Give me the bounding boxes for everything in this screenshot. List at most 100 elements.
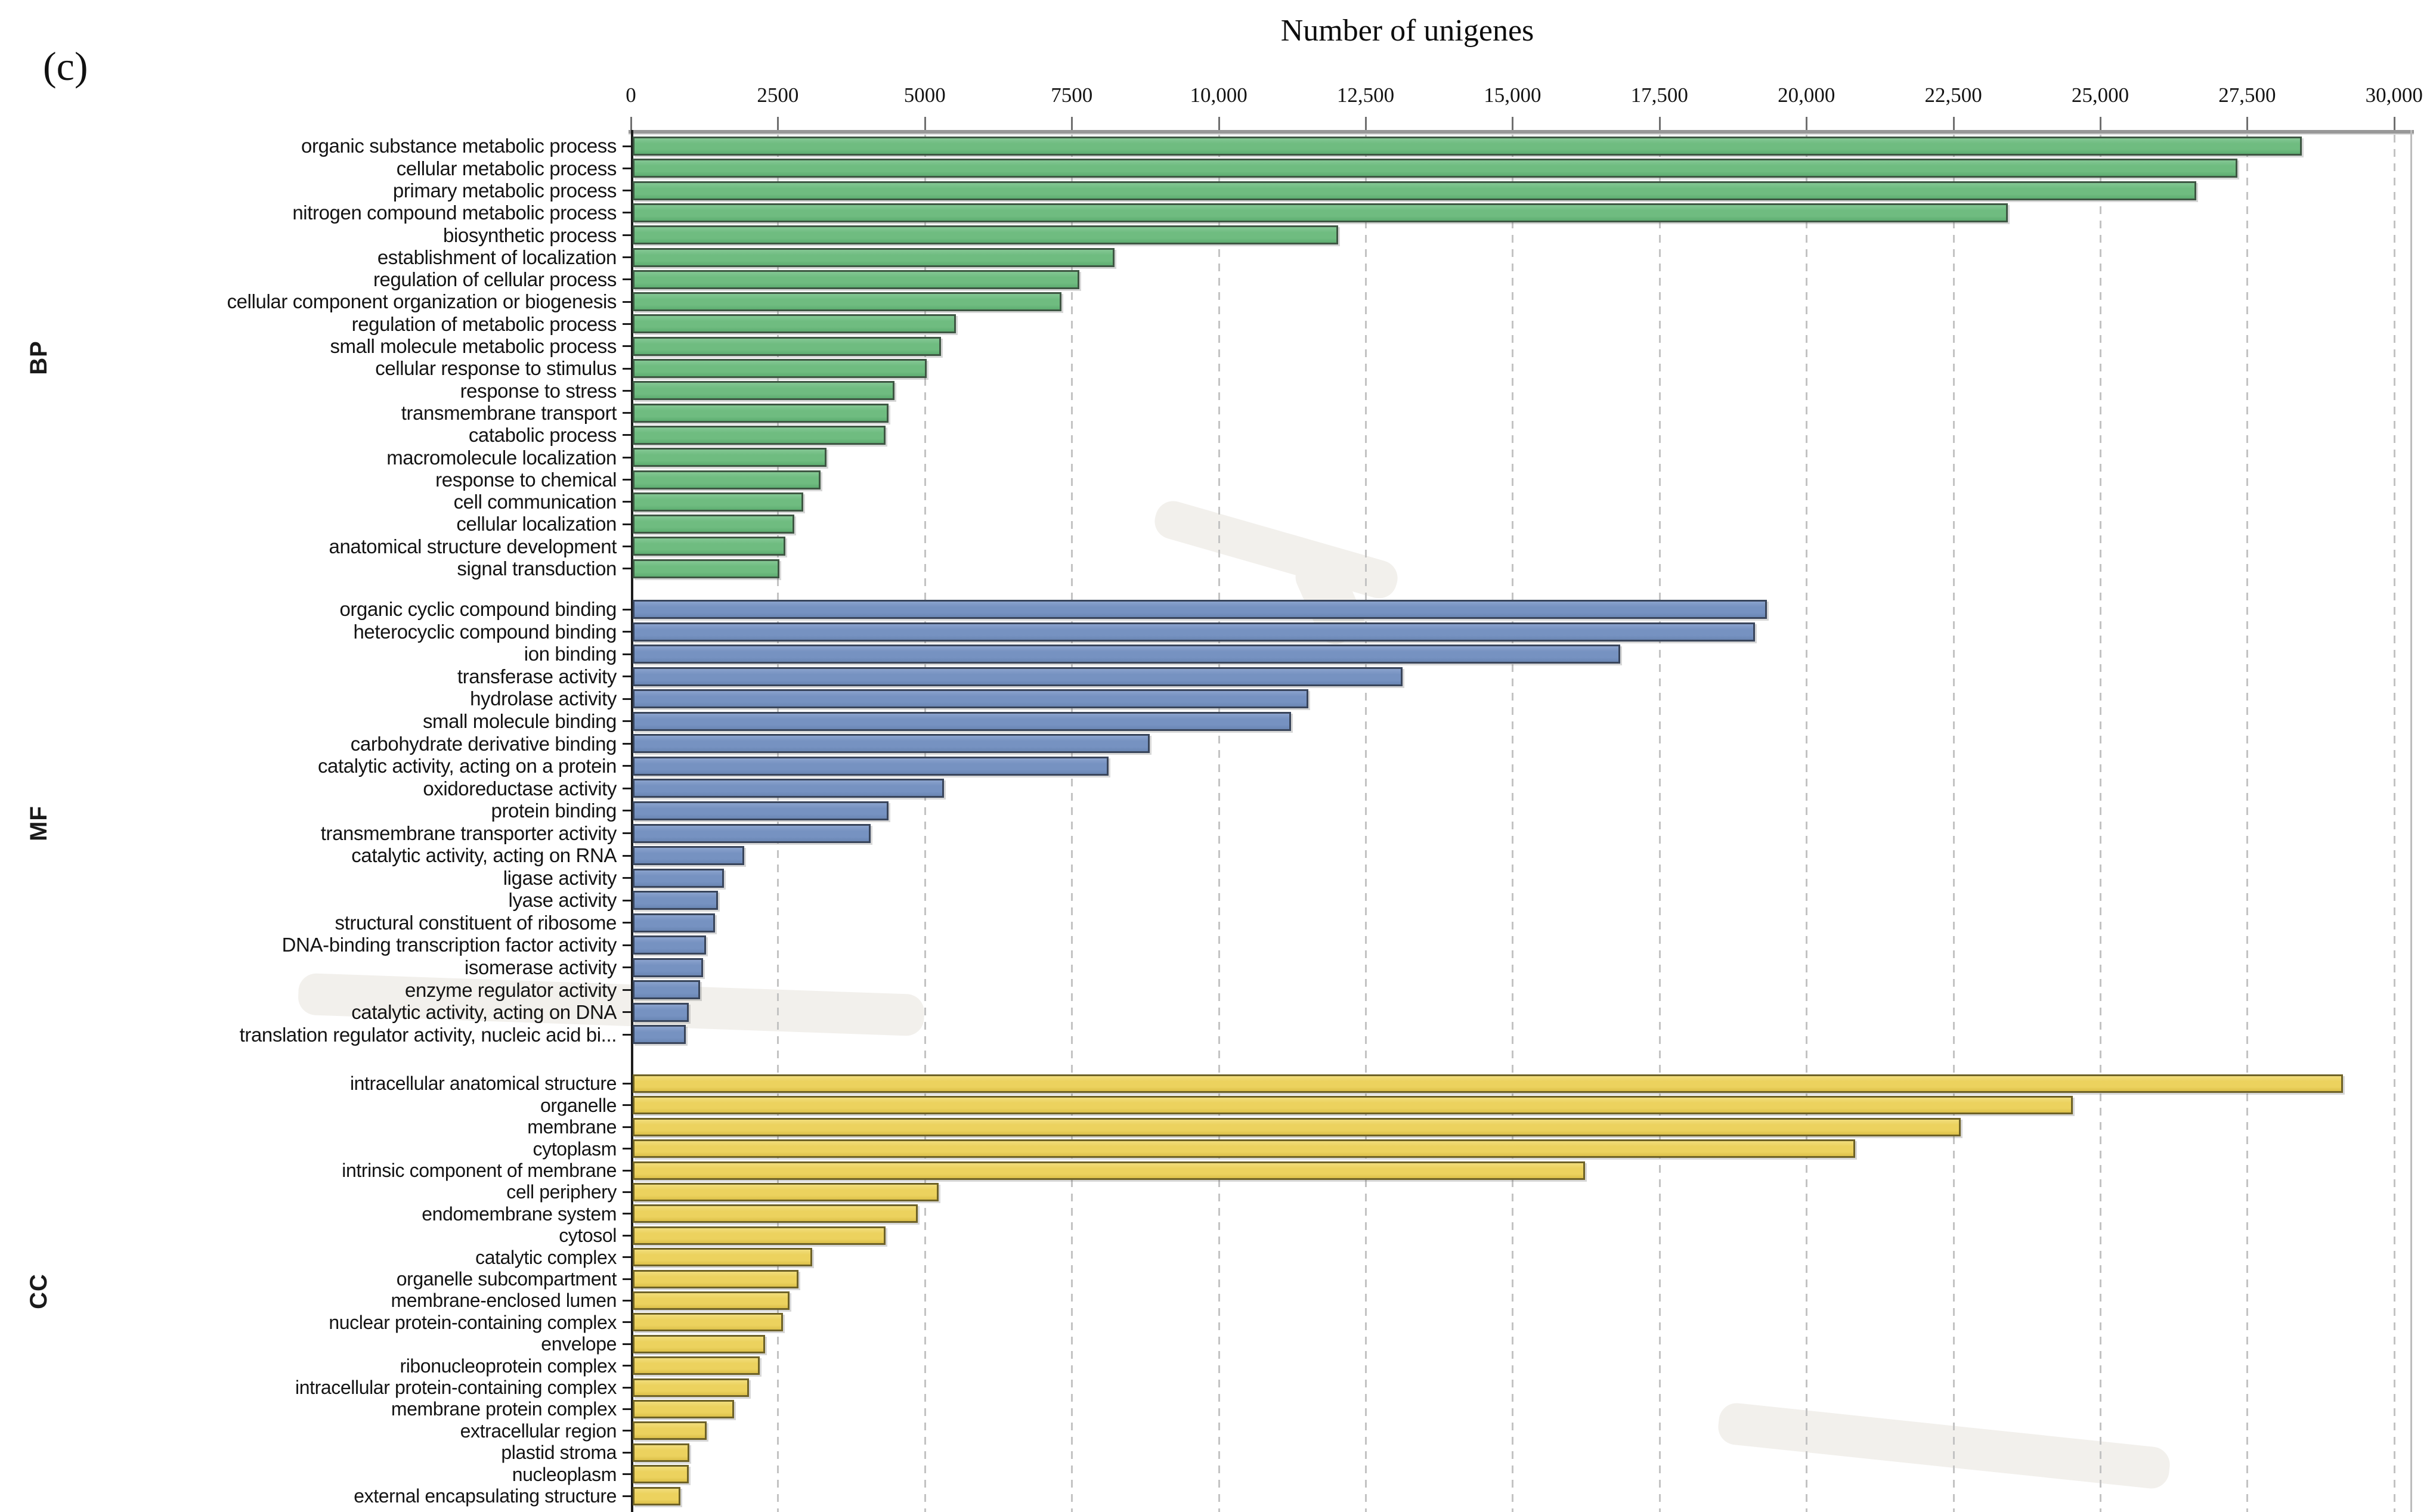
row-tick <box>623 1104 631 1107</box>
x-tick-label: 7500 <box>1051 83 1093 107</box>
category-label: cellular metabolic process <box>396 157 617 179</box>
category-label: hydrolase activity <box>470 687 617 710</box>
bar-bp-16 <box>633 470 821 489</box>
bar-mf-6 <box>633 711 1291 731</box>
bar-cc-8 <box>633 1226 886 1245</box>
gridline <box>1658 135 1661 1512</box>
category-label: heterocyclic compound binding <box>353 620 617 643</box>
category-label: transferase activity <box>457 665 617 687</box>
category-label: catalytic activity, acting on a protein <box>317 755 617 777</box>
row-tick <box>623 832 631 834</box>
bar-mf-10 <box>633 801 889 820</box>
row-tick <box>623 989 631 991</box>
bar-cc-18 <box>633 1443 689 1462</box>
category-label: organic cyclic compound binding <box>339 598 617 621</box>
bar-bp-15 <box>633 448 827 467</box>
bar-mf-2 <box>633 622 1756 642</box>
x-tick-label: 30,000 <box>2365 83 2423 107</box>
row-tick <box>623 1495 631 1497</box>
row-tick <box>623 1343 631 1345</box>
category-label: organelle <box>540 1094 617 1116</box>
row-tick <box>623 877 631 879</box>
gridline <box>2393 135 2395 1512</box>
row-tick <box>623 608 631 611</box>
category-label: endomembrane system <box>422 1203 617 1225</box>
bar-bp-6 <box>633 247 1115 267</box>
row-tick <box>623 966 631 969</box>
bar-cc-14 <box>633 1356 760 1375</box>
bar-cc-16 <box>633 1400 734 1418</box>
row-tick <box>623 1386 631 1389</box>
x-tick <box>1365 117 1367 130</box>
category-label: response to chemical <box>435 468 617 491</box>
category-label: nucleoplasm <box>512 1463 617 1485</box>
row-tick <box>623 765 631 767</box>
row-tick <box>623 345 631 348</box>
row-tick <box>623 720 631 723</box>
x-tick-label: 25,000 <box>2071 83 2129 107</box>
row-tick <box>623 1169 631 1172</box>
category-label: regulation of cellular process <box>373 268 617 291</box>
x-tick <box>1218 117 1220 130</box>
plot-right-border <box>2410 130 2412 1512</box>
row-tick <box>623 256 631 258</box>
row-tick <box>623 278 631 281</box>
row-tick <box>623 1451 631 1454</box>
bar-cc-6 <box>633 1183 939 1201</box>
bar-bp-14 <box>633 425 886 445</box>
bar-cc-11 <box>633 1291 790 1310</box>
gridline <box>777 135 779 1512</box>
category-label: cellular component organization or bioge… <box>227 290 617 313</box>
row-tick <box>623 501 631 503</box>
category-label: intracellular protein-containing complex <box>295 1376 617 1398</box>
gridline <box>1071 135 1073 1512</box>
x-tick-label: 20,000 <box>1778 83 1835 107</box>
category-label: small molecule binding <box>422 709 617 732</box>
category-label: cellular response to stimulus <box>375 357 617 380</box>
gridline <box>1952 135 1955 1512</box>
x-tick-label: 17,500 <box>1630 83 1688 107</box>
bar-bp-2 <box>633 159 2237 178</box>
row-tick <box>623 412 631 414</box>
category-label: enzyme regulator activity <box>405 978 617 1001</box>
category-label: carbohydrate derivative binding <box>350 732 617 755</box>
bar-bp-12 <box>633 381 894 401</box>
bar-bp-4 <box>633 203 2008 222</box>
row-tick <box>623 190 631 192</box>
row-tick <box>623 1473 631 1476</box>
category-label: intracellular anatomical structure <box>349 1073 617 1095</box>
category-label: translation regulator activity, nucleic … <box>239 1023 617 1046</box>
category-label: catabolic process <box>468 424 617 447</box>
bar-cc-15 <box>633 1378 750 1397</box>
row-tick <box>623 653 631 655</box>
bar-cc-9 <box>633 1248 812 1267</box>
category-label: isomerase activity <box>464 956 617 979</box>
x-tick <box>2246 117 2249 130</box>
category-label: macromolecule localization <box>386 446 617 469</box>
row-tick <box>623 1365 631 1367</box>
row-tick <box>623 1278 631 1280</box>
row-tick <box>623 568 631 570</box>
category-label: intrinsic component of membrane <box>342 1159 617 1181</box>
category-label: transmembrane transport <box>401 401 617 424</box>
x-tick-label: 5000 <box>903 83 946 107</box>
row-tick <box>623 742 631 745</box>
bar-mf-3 <box>633 645 1620 664</box>
bar-mf-9 <box>633 779 945 798</box>
row-tick <box>623 367 631 370</box>
category-label: signal transduction <box>457 557 617 580</box>
category-label: establishment of localization <box>377 246 617 268</box>
row-tick <box>623 1321 631 1324</box>
x-tick <box>1952 117 1955 130</box>
category-label: small molecule metabolic process <box>330 335 617 358</box>
category-label: response to stress <box>460 379 617 402</box>
x-tick-label: 15,000 <box>1484 83 1541 107</box>
row-tick <box>623 212 631 214</box>
category-label: primary metabolic process <box>392 179 617 202</box>
category-label: extracellular region <box>460 1420 617 1442</box>
bar-cc-7 <box>633 1204 918 1223</box>
bar-cc-20 <box>633 1486 680 1505</box>
watermark <box>1716 1401 2172 1491</box>
category-label: ligase activity <box>503 866 617 889</box>
